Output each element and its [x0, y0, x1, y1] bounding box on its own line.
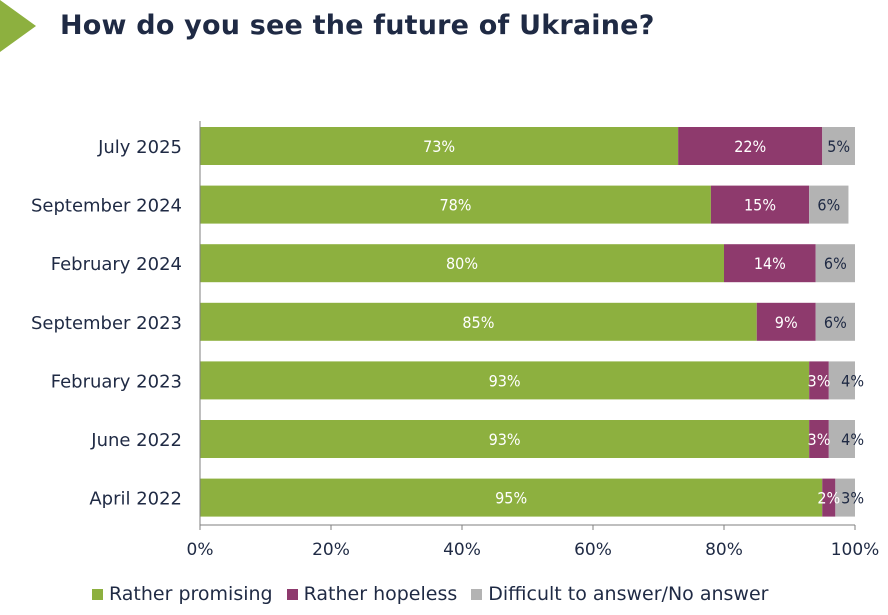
legend-swatch-hopeless: [286, 588, 298, 600]
bar-segment-promising: [200, 361, 810, 400]
category-label: April 2022: [89, 489, 182, 510]
legend-label-promising: Rather promising: [109, 583, 273, 605]
bar-segment-difficult: [815, 244, 855, 283]
bar-segment-hopeless: [724, 244, 816, 283]
x-tick-label: 80%: [705, 540, 743, 560]
category-label: July 2025: [97, 137, 182, 158]
bar-segment-promising: [200, 302, 757, 341]
value-label-promising: 93%: [489, 371, 521, 390]
value-label-difficult: 3%: [841, 489, 864, 508]
value-label-difficult: 4%: [841, 430, 864, 449]
value-label-promising: 73%: [423, 137, 455, 156]
bar-segment-promising: [200, 420, 810, 458]
value-label-difficult: 4%: [841, 371, 864, 390]
x-tick-label: 20%: [312, 540, 350, 560]
legend-label-difficult: Difficult to answer/No answer: [488, 583, 769, 605]
bar-segment-hopeless: [809, 361, 829, 400]
value-label-hopeless: 3%: [808, 430, 831, 449]
value-label-hopeless: 15%: [744, 196, 776, 215]
bar-segment-promising: [200, 127, 679, 165]
stacked-bar-chart: July 2025 73% 22% 5% September 2024 78% 15% 6% F…: [31, 121, 880, 560]
value-label-promising: 80%: [446, 254, 478, 273]
bar-segment-promising: [200, 244, 724, 283]
x-tick-label: 0%: [187, 540, 214, 560]
value-label-promising: 78%: [439, 196, 471, 215]
x-tick-label: 40%: [443, 540, 481, 560]
value-label-hopeless: 3%: [808, 371, 831, 390]
value-label-difficult: 5%: [827, 137, 850, 156]
value-label-promising: 95%: [495, 489, 527, 508]
legend-label-hopeless: Rather hopeless: [303, 583, 458, 605]
x-tick-label: 60%: [574, 540, 612, 560]
chart-title: How do you see the future of Ukraine?: [60, 10, 655, 41]
category-label: June 2022: [90, 430, 182, 451]
bar-segment-promising: [200, 478, 823, 517]
value-label-hopeless: 9%: [775, 313, 798, 332]
legend: Rather promising Rather hopeless Difficu…: [92, 583, 768, 605]
value-label-promising: 93%: [489, 430, 521, 449]
bar-segment-difficult: [828, 361, 855, 400]
bar-segment-difficult: [822, 127, 855, 165]
category-label: September 2023: [31, 313, 182, 334]
value-label-hopeless: 2%: [817, 489, 840, 508]
value-label-difficult: 6%: [824, 254, 847, 273]
bar-segment-difficult: [809, 185, 849, 224]
value-label-hopeless: 22%: [734, 137, 766, 156]
bar-segment-hopeless: [809, 420, 829, 458]
value-label-promising: 85%: [462, 313, 494, 332]
legend-item-hopeless: Rather hopeless: [286, 583, 458, 605]
bar-segment-difficult: [828, 420, 855, 458]
legend-swatch-difficult: [471, 588, 483, 600]
bar-segment-hopeless: [822, 478, 836, 517]
bar-segment-hopeless: [678, 127, 823, 165]
category-label: February 2023: [51, 371, 182, 392]
value-label-difficult: 6%: [824, 313, 847, 332]
bar-segment-promising: [200, 185, 711, 224]
value-label-hopeless: 14%: [754, 254, 786, 273]
category-label: September 2024: [31, 196, 182, 217]
bar-segment-difficult: [835, 478, 855, 517]
bar-segment-hopeless: [710, 185, 810, 224]
legend-item-promising: Rather promising: [92, 583, 273, 605]
x-tick-label: 100%: [831, 540, 880, 560]
bar-segment-hopeless: [756, 302, 816, 341]
value-label-difficult: 6%: [817, 196, 840, 215]
category-label: February 2024: [51, 254, 182, 275]
legend-item-difficult: Difficult to answer/No answer: [471, 583, 768, 605]
bar-segment-difficult: [815, 302, 855, 341]
title-arrow-decoration: [0, 0, 36, 52]
legend-swatch-promising: [92, 588, 103, 600]
